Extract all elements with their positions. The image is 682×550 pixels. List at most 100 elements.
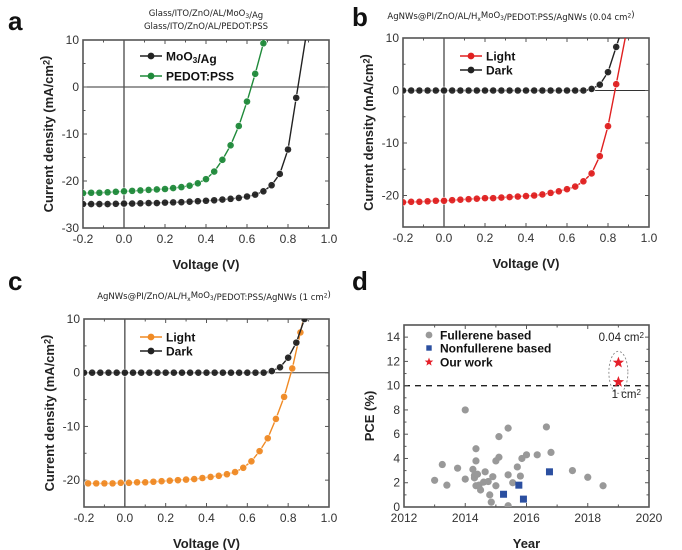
- data-point: [226, 141, 235, 150]
- data-point: [234, 194, 243, 202]
- x-axis-label: Voltage (V): [173, 536, 240, 550]
- legend-label: Nonfullerene based: [440, 342, 551, 356]
- data-point: [169, 184, 178, 192]
- data-point: [579, 177, 588, 186]
- series-line-moo3-ag: [83, 40, 307, 205]
- data-point: [571, 86, 580, 95]
- x-tick-label: 0.4: [198, 232, 215, 246]
- data-point: [513, 86, 522, 95]
- legend-marker: [147, 72, 155, 80]
- data-point: [223, 470, 231, 479]
- data-point: [505, 193, 514, 201]
- data-point-fullerene: [542, 423, 551, 431]
- data-point: [161, 368, 170, 377]
- data-point: [149, 477, 158, 486]
- data-point: [300, 319, 309, 323]
- data-point: [96, 368, 105, 377]
- data-point: [231, 468, 239, 476]
- panel-label: b: [352, 2, 368, 32]
- data-point: [128, 186, 137, 195]
- chart-panel-a: a Glass/ITO/ZnO/AL/MoO3/AgGlass/ITO/ZnO/A…: [8, 6, 338, 272]
- data-point: [415, 86, 424, 95]
- legend-marker: [467, 52, 475, 60]
- data-point: [144, 199, 153, 207]
- data-point: [84, 368, 88, 377]
- x-tick-label: 2012: [391, 511, 418, 525]
- data-point-fullerene: [495, 433, 503, 441]
- y-tick-label: -20: [382, 189, 400, 203]
- data-point: [161, 198, 169, 207]
- x-tick-label: 0.2: [477, 231, 494, 245]
- highlight-ellipse: [608, 350, 629, 394]
- data-point: [288, 364, 297, 373]
- x-tick-label: 2016: [513, 511, 540, 525]
- panel-title: AgNWs@PI/ZnO/AL/HxMoO3/PEDOT:PSS/AgNWs (…: [387, 11, 634, 23]
- data-point: [292, 338, 301, 347]
- data-point: [112, 368, 121, 377]
- x-tick-label: 0.0: [116, 511, 133, 525]
- x-tick-label: 1.0: [641, 231, 658, 245]
- data-point: [267, 367, 276, 376]
- data-point: [218, 195, 227, 204]
- series-line-light: [88, 319, 305, 485]
- x-axis-label: Year: [513, 536, 540, 550]
- x-tick-label: 0.4: [198, 511, 215, 525]
- data-point: [456, 86, 465, 95]
- data-point: [251, 368, 260, 377]
- data-point: [530, 191, 539, 200]
- data-point: [272, 415, 280, 423]
- data-point: [431, 86, 440, 95]
- plot-area: [84, 319, 309, 488]
- data-point: [194, 368, 203, 377]
- data-point: [456, 195, 465, 204]
- data-point: [190, 475, 199, 483]
- data-point: [587, 85, 596, 93]
- legend-marker-nonfullerene: [426, 345, 432, 351]
- data-point: [415, 197, 424, 206]
- panel-label: c: [8, 266, 22, 296]
- data-point: [193, 179, 202, 188]
- data-point: [227, 368, 235, 377]
- chart-panel-d: d 2012 2014 2016 2018 2020 0 2 4 6 8 10 12 14 Year PCE …: [352, 266, 663, 550]
- y-axis-label: PCE (%): [362, 391, 377, 442]
- x-tick-label: 0.4: [518, 231, 535, 245]
- legend-marker-fullerene: [425, 331, 433, 339]
- data-point: [448, 196, 457, 205]
- data-point: [472, 86, 481, 95]
- data-point: [259, 40, 268, 48]
- data-point: [530, 86, 539, 95]
- x-tick-label: 0.2: [157, 232, 174, 246]
- x-tick-label: 2014: [452, 511, 479, 525]
- y-tick-label: 10: [387, 379, 401, 393]
- y-tick-label: -20: [63, 473, 81, 487]
- panel-title: Glass/ITO/ZnO/AL/PEDOT:PSS: [144, 22, 268, 32]
- data-point: [431, 196, 440, 205]
- y-tick-label: -20: [62, 174, 80, 188]
- data-point-fullerene: [476, 486, 485, 494]
- data-point-fullerene: [533, 451, 541, 459]
- data-point: [128, 199, 137, 208]
- y-tick-label: 6: [393, 427, 400, 441]
- x-tick-label: 2018: [574, 511, 601, 525]
- data-point: [137, 368, 146, 377]
- data-point: [440, 86, 448, 95]
- y-tick-label: -30: [62, 221, 80, 235]
- data-point: [440, 196, 448, 205]
- data-point-fullerene: [522, 451, 531, 459]
- data-point: [554, 187, 563, 196]
- data-point: [145, 368, 154, 377]
- data-point-fullerene: [484, 477, 492, 486]
- data-point: [210, 368, 219, 377]
- y-tick-label: 12: [387, 354, 401, 368]
- data-point: [202, 368, 211, 377]
- data-point: [193, 197, 202, 206]
- data-point-fullerene: [453, 464, 462, 472]
- data-point: [103, 200, 112, 208]
- data-point: [407, 197, 416, 206]
- data-point: [198, 474, 207, 482]
- data-point: [210, 167, 219, 176]
- y-tick-label: 14: [387, 330, 401, 344]
- data-point: [423, 86, 432, 95]
- data-point: [522, 192, 530, 200]
